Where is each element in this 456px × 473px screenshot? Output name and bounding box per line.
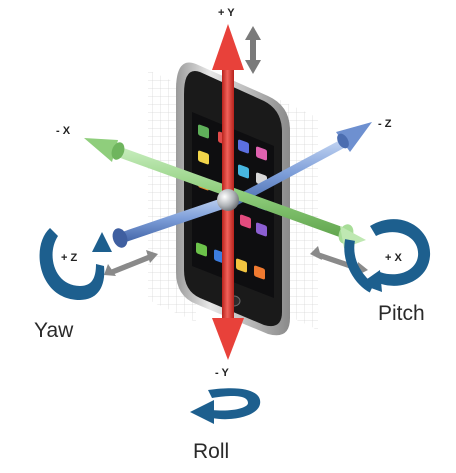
yaw-label: Yaw — [34, 319, 74, 342]
vertical-double-arrow-icon — [245, 26, 261, 74]
roll-rotation-arrow-icon — [190, 388, 261, 424]
minus-y-label: - Y — [215, 367, 230, 379]
minus-y-arrowhead — [212, 318, 244, 360]
pitch-label: Pitch — [378, 302, 425, 325]
yaw-rotation-arrow-icon — [39, 228, 112, 300]
diagonal-double-arrow-icon — [104, 250, 158, 276]
plus-y-arrowhead — [212, 24, 244, 70]
minus-x-arrowhead — [84, 138, 118, 162]
pitch-rotation-arrow-icon — [344, 219, 431, 293]
minus-x-label: - X — [56, 125, 71, 137]
minus-z-label: - Z — [378, 118, 392, 130]
z-axis — [228, 122, 372, 208]
plus-y-label: + Y — [218, 7, 235, 19]
origin-ball — [217, 189, 239, 211]
plus-z-label: + Z — [61, 252, 77, 264]
plus-x-label: + X — [385, 252, 402, 264]
roll-label: Roll — [193, 440, 229, 463]
z-axis-front — [112, 196, 232, 248]
